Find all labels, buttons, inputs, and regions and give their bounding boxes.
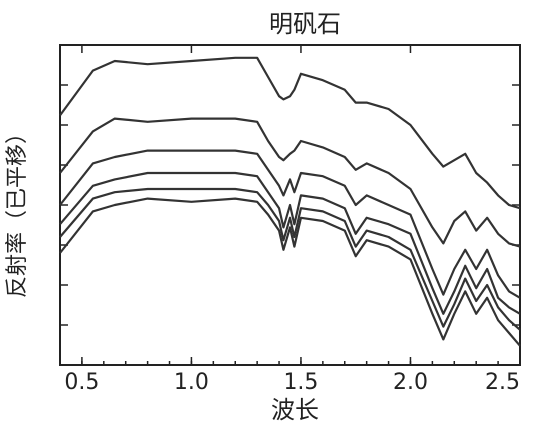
series-line-3 — [59, 149, 521, 299]
series-line-4 — [59, 171, 521, 315]
series-line-2 — [59, 117, 521, 248]
x-tick-label: 0.5 — [64, 370, 99, 395]
series-line-5 — [59, 187, 521, 331]
x-ticks: 0.5 1.0 1.5 2.0 2.5 — [64, 45, 521, 395]
chart-title: 明矾石 — [269, 10, 341, 38]
x-tick-label: 2.0 — [393, 370, 428, 395]
series-line-1 — [59, 56, 521, 210]
x-tick-label: 1.5 — [283, 370, 318, 395]
series-group — [59, 56, 521, 347]
x-tick-label: 2.5 — [485, 370, 520, 395]
series-line-6 — [59, 197, 521, 347]
y-axis-label: 反射率（已平移） — [5, 122, 30, 298]
x-axis-label: 波长 — [271, 396, 319, 424]
x-tick-label: 1.0 — [174, 370, 209, 395]
